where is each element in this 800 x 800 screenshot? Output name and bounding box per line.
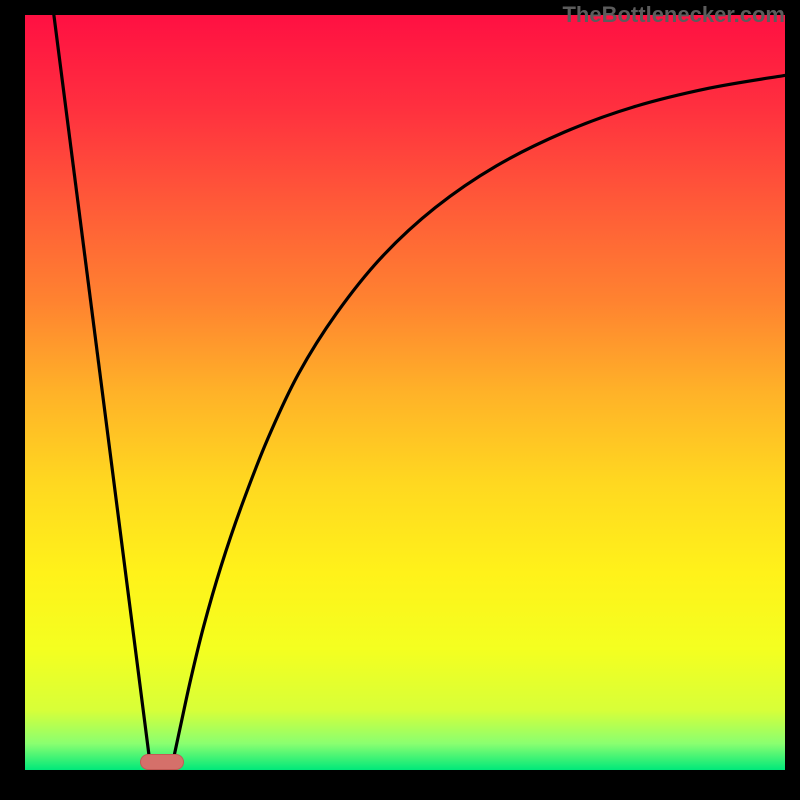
right-curve <box>173 75 785 760</box>
frame-border-right <box>785 0 800 800</box>
frame-border-left <box>0 0 25 800</box>
watermark-text: TheBottlenecker.com <box>562 2 785 28</box>
curves-layer <box>25 15 785 770</box>
plot-area <box>25 15 785 770</box>
left-curve <box>54 15 150 760</box>
bottleneck-marker <box>140 754 184 770</box>
frame-border-bottom <box>0 770 800 800</box>
chart-container: TheBottlenecker.com <box>0 0 800 800</box>
